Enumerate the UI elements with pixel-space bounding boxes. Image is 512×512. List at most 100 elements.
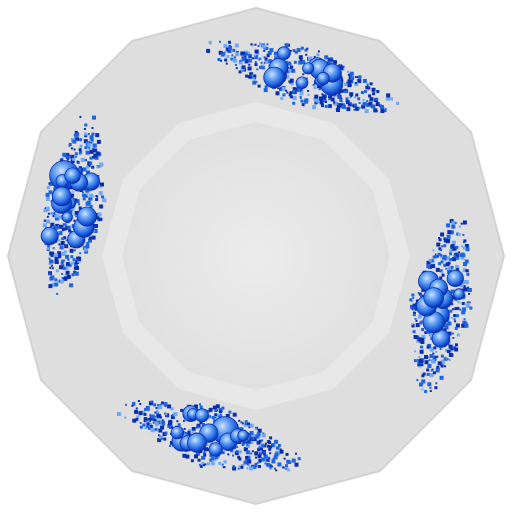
glaze-speck [465,269,469,273]
glaze-speck [59,279,64,284]
glaze-speck [263,454,268,459]
glaze-speck [449,219,454,224]
glaze-speck [319,96,323,101]
glaze-speck [440,354,444,358]
glaze-blossom [64,167,81,184]
glaze-speck [210,461,215,466]
glaze-speck [258,446,262,450]
glaze-speck [292,101,296,105]
glaze-speck [269,445,273,449]
glaze-speck [58,239,61,242]
glaze-speck [167,423,172,428]
glaze-speck [286,91,289,94]
glaze-speck [49,276,54,281]
glaze-speck [70,159,75,164]
glaze-speck [240,465,244,469]
glaze-speck [252,57,255,60]
glaze-speck [85,159,87,162]
glaze-speck [451,221,456,226]
glaze-speck [177,423,181,427]
glaze-speck [368,101,373,106]
glaze-speck [54,253,58,258]
glaze-speck [422,358,425,361]
glaze-speck [47,244,51,248]
glaze-speck [79,167,84,172]
glaze-speck [259,42,262,46]
glaze-speck [364,89,367,93]
glaze-speck [62,223,67,228]
glaze-speck [199,405,203,409]
glaze-speck [72,139,77,144]
glaze-speck [464,244,469,248]
glaze-speck [314,94,319,99]
glaze-speck [354,103,357,106]
glaze-speck [58,231,63,236]
glaze-speck [288,80,291,83]
glaze-speck [285,464,288,468]
glaze-speck [414,350,417,353]
glaze-speck [253,54,256,57]
glaze-speck [220,415,223,418]
glaze-speck [256,440,261,445]
glaze-speck [346,107,351,112]
glaze-speck [366,100,369,103]
glaze-speck [232,412,237,417]
glaze-speck [432,249,435,252]
glaze-speck [74,271,79,276]
glaze-speck [89,156,93,160]
glaze-speck [262,452,266,456]
glaze-speck [414,307,417,310]
glaze-speck [286,70,290,74]
glaze-speck [413,335,418,339]
glaze-speck [78,170,83,175]
glaze-speck [194,404,198,409]
glaze-speck [57,254,62,259]
glaze-speck [443,257,447,261]
glaze-speck [463,239,467,243]
glaze-speck [469,306,473,310]
glaze-speck [88,197,91,200]
glaze-speck [421,337,425,341]
glaze-speck [346,81,349,84]
glaze-speck [238,450,242,454]
glaze-speck [455,323,460,328]
glaze-speck [321,95,326,100]
glaze-blossom [40,226,59,245]
glaze-speck [205,442,209,446]
glaze-speck [440,254,443,256]
glaze-speck [318,88,321,91]
glaze-speck [61,273,64,275]
glaze-speck [264,462,267,465]
glaze-speck [261,457,266,462]
glaze-speck [241,443,245,446]
glaze-spray-left [40,115,107,295]
glaze-speck [99,217,103,221]
glaze-speck [235,67,238,70]
glaze-speck [83,193,88,198]
glaze-speck [243,460,248,465]
glaze-speck [409,298,413,302]
glaze-speck [319,100,324,105]
glaze-speck [353,108,356,111]
glaze-speck [155,406,158,409]
glaze-speck [203,453,207,457]
glaze-speck [154,411,157,414]
glaze-spray-bottom [116,400,301,472]
glaze-speck [463,262,467,267]
glaze-speck [369,82,373,86]
glaze-speck [452,257,457,262]
glaze-speck [238,419,241,422]
glaze-speck [301,60,306,65]
glaze-speck [461,302,465,305]
glaze-speck [234,56,236,59]
glaze-speck [214,416,217,419]
glaze-speck [65,239,68,242]
glaze-speck [419,321,423,325]
glaze-speck [412,330,416,334]
glaze-speck [445,267,448,270]
glaze-speck [430,259,434,263]
glaze-speck [322,99,326,103]
glaze-speck [96,139,101,144]
glaze-speck [426,264,431,269]
glaze-speck [150,428,155,433]
